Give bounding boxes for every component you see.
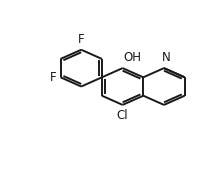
Text: N: N — [162, 51, 171, 64]
Text: F: F — [50, 71, 56, 84]
Text: OH: OH — [124, 51, 142, 64]
Text: Cl: Cl — [117, 109, 128, 122]
Text: F: F — [78, 33, 84, 46]
